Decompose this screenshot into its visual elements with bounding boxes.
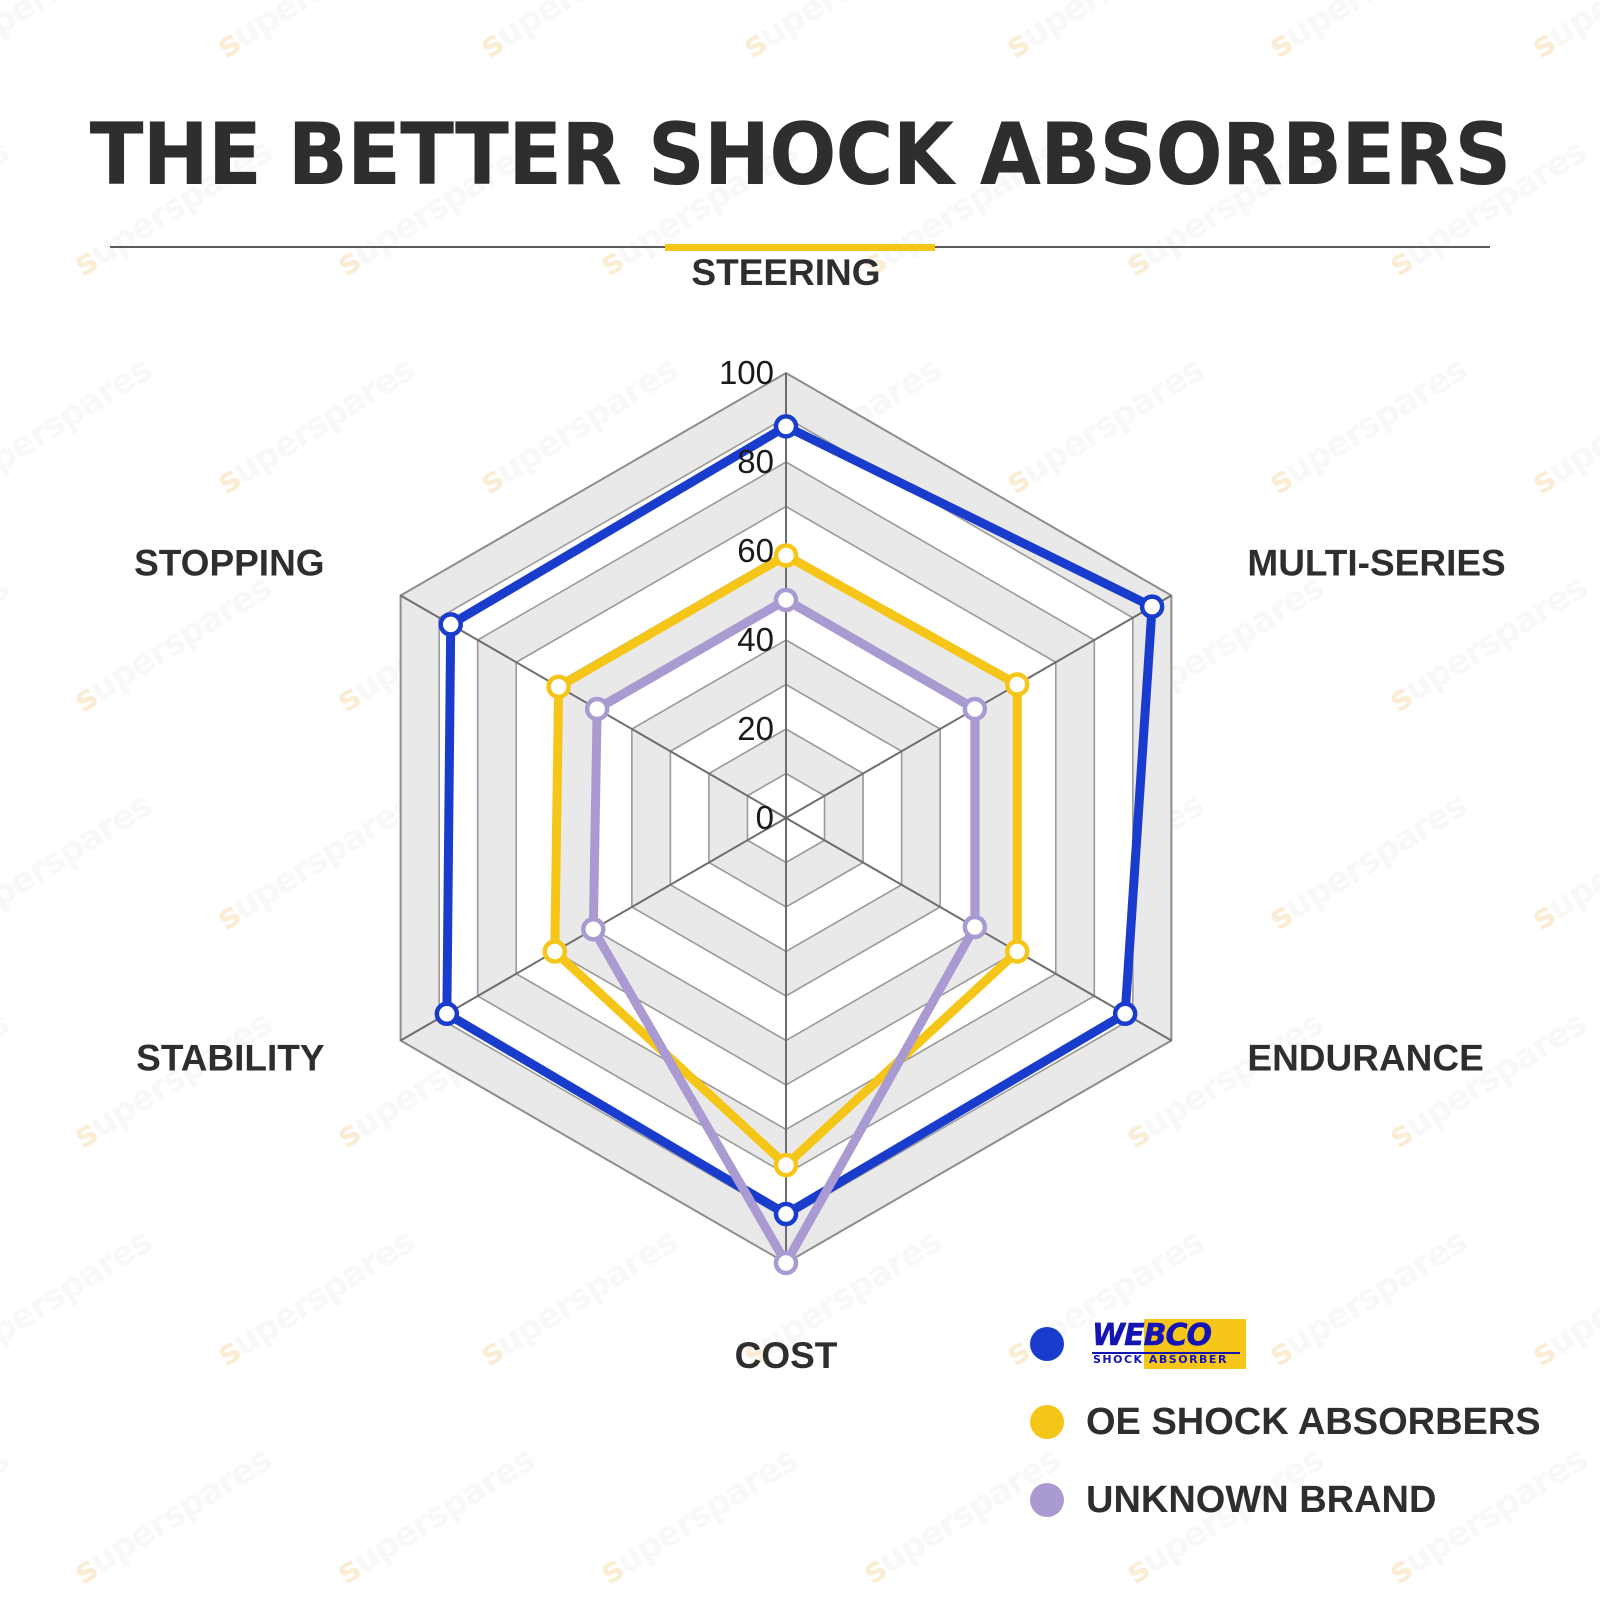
radar-series-nodes xyxy=(434,414,1165,1276)
radar-point-oe-shock-absorbers-stopping xyxy=(546,674,571,699)
legend-item-webco[interactable]: WEBCO SHOCK ABSORBER xyxy=(1030,1316,1550,1372)
legend-item-oe[interactable]: OE SHOCK ABSORBERS xyxy=(1030,1394,1550,1450)
radar-point-unknown-brand-stopping xyxy=(584,696,610,722)
radar-point-webco-steering xyxy=(773,414,799,439)
title-underline xyxy=(110,244,1490,251)
radar-tick-0: 0 xyxy=(756,799,774,836)
webco-logo-subtitle: SHOCK ABSORBER xyxy=(1093,1353,1228,1366)
axis-label-stopping: STOPPING xyxy=(134,543,325,584)
axis-label-steering: STEERING xyxy=(691,252,880,293)
webco-logo: WEBCO SHOCK ABSORBER xyxy=(1086,1319,1246,1369)
axis-label-cost: COST xyxy=(735,1335,838,1376)
axis-label-endurance: ENDURANCE xyxy=(1247,1038,1483,1079)
header: THE BETTER SHOCK ABSORBERS xyxy=(0,0,1600,251)
legend-label-oe: OE SHOCK ABSORBERS xyxy=(1086,1400,1541,1443)
axis-label-multi-series: MULTI-SERIES xyxy=(1247,543,1505,584)
radar-tick-labels: 0 20 40 60 80 100 xyxy=(719,354,774,836)
radar-axis-titles: STEERING MULTI-SERIES ENDURANCE COST STABILI… xyxy=(134,252,1506,1376)
radar-tick-80: 80 xyxy=(737,443,774,480)
chart-legend: WEBCO SHOCK ABSORBER OE SHOCK ABSORBERS … xyxy=(1030,1316,1550,1550)
webco-logo-white-panel xyxy=(1086,1319,1144,1369)
title-rule-accent xyxy=(665,244,935,251)
webco-logo-wordmark: WEBCO xyxy=(1092,1319,1212,1353)
legend-swatch-unknown xyxy=(1030,1483,1064,1517)
page-title: THE BETTER SHOCK ABSORBERS xyxy=(89,105,1512,205)
radar-tick-100: 100 xyxy=(719,354,774,391)
radar-tick-60: 60 xyxy=(737,532,774,569)
radar-point-webco-stability xyxy=(434,1001,460,1027)
radar-point-unknown-brand-stability xyxy=(581,917,606,942)
radar-point-oe-shock-absorbers-steering xyxy=(773,543,799,568)
legend-swatch-webco xyxy=(1030,1327,1064,1361)
radar-point-webco-stopping xyxy=(438,612,463,637)
radar-point-oe-shock-absorbers-endurance xyxy=(1004,939,1030,964)
radar-point-unknown-brand-cost xyxy=(773,1250,799,1276)
radar-point-unknown-brand-multi-series xyxy=(962,696,988,722)
legend-swatch-oe xyxy=(1030,1405,1064,1439)
webco-logo-rule xyxy=(1092,1352,1240,1354)
radar-point-webco-endurance xyxy=(1112,1001,1138,1027)
legend-label-unknown: UNKNOWN BRAND xyxy=(1086,1478,1437,1521)
radar-point-oe-shock-absorbers-stability xyxy=(542,939,568,964)
radar-point-webco-cost xyxy=(773,1201,799,1227)
radar-point-webco-multi-series xyxy=(1139,594,1165,619)
radar-point-oe-shock-absorbers-cost xyxy=(773,1152,799,1178)
axis-label-stability: STABILITY xyxy=(136,1038,325,1079)
radar-point-unknown-brand-steering xyxy=(773,587,799,613)
radar-point-unknown-brand-endurance xyxy=(962,914,988,940)
radar-tick-20: 20 xyxy=(737,710,774,747)
radar-tick-40: 40 xyxy=(737,621,774,658)
radar-point-oe-shock-absorbers-multi-series xyxy=(1004,672,1030,697)
legend-item-unknown[interactable]: UNKNOWN BRAND xyxy=(1030,1472,1550,1528)
